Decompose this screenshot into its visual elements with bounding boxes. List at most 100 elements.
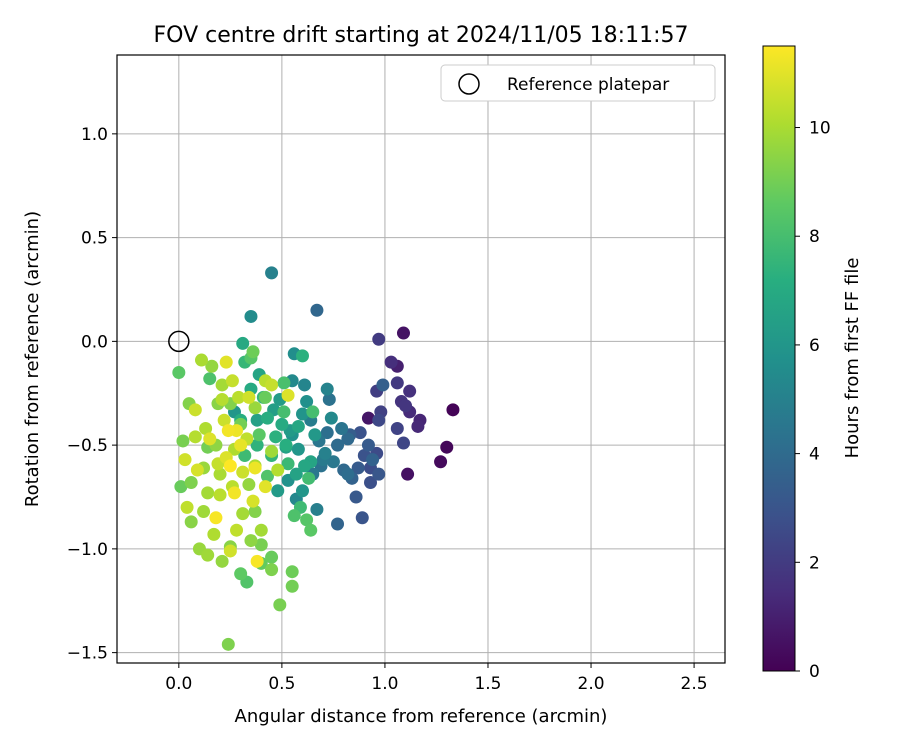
data-point [364,475,378,489]
data-point [300,395,314,409]
data-point [174,480,188,494]
data-point [252,428,266,442]
data-point [269,430,283,444]
data-point [440,440,454,454]
data-point [277,376,291,390]
data-point [232,390,246,404]
y-tick-label: 0.0 [81,332,108,352]
data-points [172,266,460,651]
data-point [246,345,260,359]
data-point [254,523,268,537]
data-point [324,411,338,425]
x-tick-label: 2.0 [578,674,605,694]
data-point [403,384,417,398]
data-point [213,488,227,502]
data-point [203,372,217,386]
data-point [248,505,262,519]
colorbar-gradient [762,45,796,672]
data-point [199,422,213,436]
colorbar-tick-label: 4 [809,445,820,465]
data-point [223,544,237,558]
data-point [188,403,202,417]
data-point [310,303,324,317]
data-point [355,511,369,525]
data-point [230,523,244,537]
data-point [184,475,198,489]
legend: Reference platepar [440,64,716,102]
data-point [281,388,295,402]
data-point [223,459,237,473]
data-point [308,428,322,442]
x-tick-label: 2.5 [681,674,708,694]
data-point [396,436,410,450]
data-point [246,494,260,508]
data-point [244,309,258,323]
data-point [248,461,262,475]
reference-point [168,330,190,353]
data-point [215,392,229,406]
data-point [250,413,264,427]
data-point [277,405,291,419]
x-axis-label: Angular distance from reference (arcmin) [235,706,608,727]
data-point [396,326,410,340]
legend-entry-reference: Reference platepar [507,75,669,95]
colorbar-tick-label: 6 [809,336,820,356]
data-point [300,513,314,527]
y-axis: −1.5 −1.0 −0.5 0.0 0.5 1.0 [67,125,117,664]
colorbar-label: Hours from first FF file [842,258,863,459]
data-point [320,382,334,396]
data-point [335,422,349,436]
data-point [320,426,334,440]
data-point [258,480,272,494]
data-point [172,365,186,379]
colorbar: 0 2 4 6 8 10 Hours from first FF file [762,45,863,682]
y-tick-label: −1.0 [67,540,108,560]
data-point [209,511,223,525]
data-point [384,355,398,369]
data-point [298,378,312,392]
data-point [203,432,217,446]
legend-box [440,64,716,102]
data-point [242,390,256,404]
reference-marker [168,330,190,353]
chart-title: FOV centre drift starting at 2024/11/05 … [154,23,689,48]
data-point [376,378,390,392]
grid [117,55,725,663]
data-point [306,405,320,419]
data-point [390,376,404,390]
data-point [201,486,215,500]
data-point [285,579,299,593]
y-tick-label: −0.5 [67,436,108,456]
data-point [188,430,202,444]
data-point [195,353,209,367]
x-tick-label: 0.0 [165,674,192,694]
data-point [213,467,227,481]
data-point [446,403,460,417]
data-point [244,534,258,548]
data-point [184,515,198,529]
data-point [401,467,415,481]
data-point [271,463,285,477]
data-point [304,523,318,537]
data-point [250,554,264,568]
data-point [295,484,309,498]
data-point [238,448,252,462]
data-point [351,461,365,475]
colorbar-tick-label: 10 [809,119,831,139]
data-point [234,567,248,581]
data-point [201,548,215,562]
data-point [215,554,229,568]
colorbar-tick-label: 0 [809,662,820,682]
data-point [341,432,355,446]
data-point [411,419,425,433]
data-point [236,465,250,479]
data-point [197,505,211,519]
data-point [236,507,250,521]
data-point [341,467,355,481]
data-point [234,438,248,452]
data-point [215,378,229,392]
x-axis: 0.0 0.5 1.0 1.5 2.0 2.5 [165,663,708,694]
legend-reference-marker [458,73,480,95]
data-point [242,478,256,492]
data-point [265,266,279,280]
